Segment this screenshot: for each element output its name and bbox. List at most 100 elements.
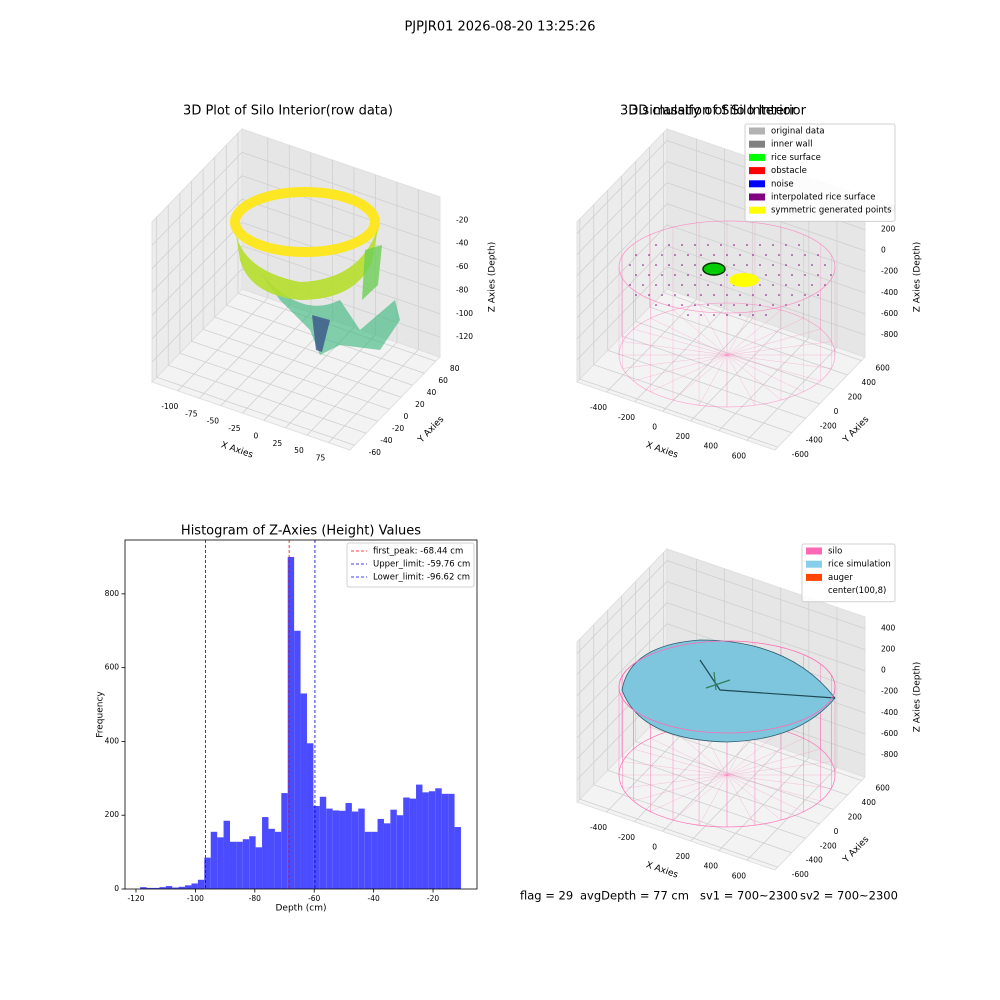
surface-point [674,274,676,276]
x-tick-label: -120 [127,894,144,903]
grid-line [177,137,269,392]
z-tick-label: -600 [881,729,898,738]
bar [326,808,333,889]
grid-line [191,181,390,410]
legend-box [744,123,896,222]
bar [306,743,314,889]
x-axis-label: X Axies [219,440,254,460]
z-axis-label: Z Axies (Depth) [913,242,923,313]
surface-point [817,294,819,296]
silo-wire [726,304,756,356]
surface-point [785,284,787,286]
legend-label: silo [828,547,842,557]
legend-swatch [806,573,822,581]
silo-wire [726,774,804,812]
y-tick-label: -200 [820,841,837,850]
surface-point [765,274,767,276]
surface-point [746,264,748,266]
y-tick-label: 0 [834,407,839,416]
surface-point [681,304,683,306]
panel-title: Histogram of Z-Axies (Height) Values [181,524,421,539]
panel-title: 3D Plot of Silo Interior(row data) [183,104,393,119]
legend-label: rice simulation [828,560,891,570]
bar [281,793,288,889]
y-tick-label: 600 [105,663,120,672]
silo-wire [726,354,756,406]
legend-label: obstacle [771,166,807,176]
x-axis-label: X Axies [644,440,679,460]
y-tick-label: 20 [415,400,425,409]
bar [383,823,391,889]
surface-point [739,314,741,316]
bar [223,820,230,889]
surface-point [804,274,806,276]
surface-point [746,244,748,246]
silo-wire [622,341,728,356]
y-tick-label: 600 [876,784,891,793]
surface-point [687,314,689,316]
bar [172,887,179,889]
surface-point [765,294,767,296]
bar [255,847,263,889]
surface-point [629,264,631,266]
silo-wire [618,220,836,314]
silo-wire [726,341,832,356]
y-tick-label: 80 [450,364,460,373]
footer-text: flag = 29 [520,889,573,903]
legend-label: inner wall [771,140,812,150]
surface-point [720,284,722,286]
surface-point [765,314,767,316]
surface-point [700,314,702,316]
surface-point [765,254,767,256]
bar [364,831,372,889]
bar [428,791,436,889]
silo-wire [726,774,821,802]
bar [146,887,153,889]
surface-point [707,244,709,246]
silo-wire [726,761,832,776]
z-tick-label: 400 [881,624,896,633]
grid-line [179,193,379,422]
z-tick-label: -400 [881,288,898,297]
surface-point [817,254,819,256]
x-tick-label: 600 [732,871,747,880]
bar [454,827,461,889]
surface-point [687,254,689,256]
silo-wire [672,774,728,821]
x-tick-label: -200 [618,833,635,842]
x-tick-label: 0 [254,431,259,440]
surface-point [759,244,761,246]
surface-point [798,284,800,286]
bar [377,818,384,889]
surface-point [811,284,813,286]
point-cloud [235,228,378,300]
x-tick-label: 25 [273,439,283,448]
bar [268,828,275,889]
bar [416,784,423,889]
surface-point [713,294,715,296]
y-tick-label: 400 [862,378,877,387]
z-tick-label: 200 [881,645,896,654]
z-tick-label: -400 [881,708,898,717]
y-tick-label: 600 [876,364,891,373]
silo-wire [672,729,728,776]
surface-point [824,284,826,286]
bar [197,879,205,889]
surface-point [733,244,735,246]
bar [217,837,224,889]
silo-wire [622,774,728,789]
bar [345,803,352,889]
surface-point [694,304,696,306]
surface-point [694,284,696,286]
surface-point [687,274,689,276]
z-tick-label: -100 [456,309,473,318]
legend-label: original data [771,127,825,137]
surface-point [785,244,787,246]
surface-point [635,274,637,276]
x-tick-label: -400 [590,823,607,832]
point-cloud [312,315,330,352]
silo-wire [726,729,782,776]
surface-point [778,274,780,276]
silo-wire [726,748,821,776]
figure-title: PJPJR01 2026-08-20 13:25:26 [404,20,595,35]
